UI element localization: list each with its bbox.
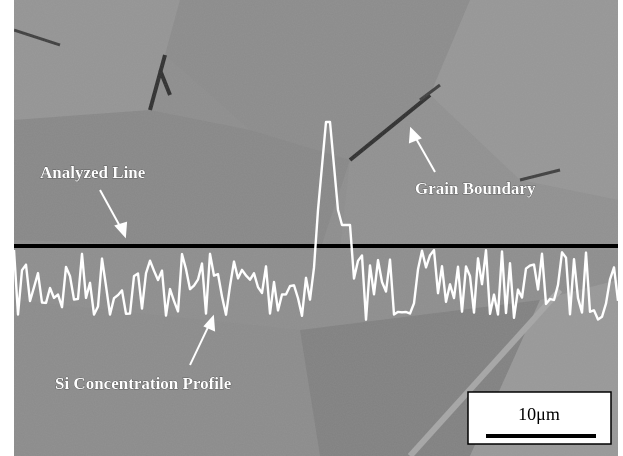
si-profile-label: Si Concentration Profile xyxy=(55,374,232,393)
analyzed-line-label: Analyzed Line xyxy=(40,163,146,182)
scale-bar: 10μm xyxy=(468,392,611,444)
scale-label: 10μm xyxy=(518,404,560,424)
micrograph: Analyzed Line Grain Boundary Si Concentr… xyxy=(0,0,623,456)
page: Analyzed Line Grain Boundary Si Concentr… xyxy=(0,0,623,456)
grain-boundary-label: Grain Boundary xyxy=(415,179,536,198)
